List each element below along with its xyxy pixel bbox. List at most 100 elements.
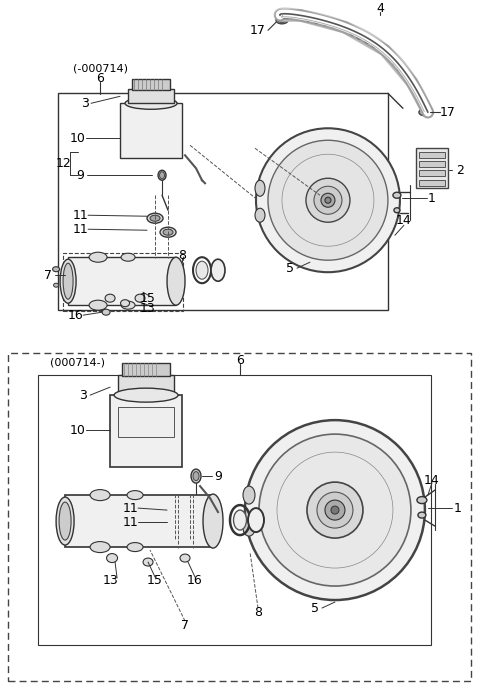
Ellipse shape <box>394 208 400 213</box>
Bar <box>128 89 174 104</box>
Circle shape <box>256 128 400 273</box>
Ellipse shape <box>243 520 255 536</box>
Ellipse shape <box>60 259 76 303</box>
Circle shape <box>314 186 342 214</box>
Bar <box>416 148 448 188</box>
Bar <box>419 170 445 176</box>
Text: 15: 15 <box>147 573 163 586</box>
Ellipse shape <box>121 253 135 262</box>
Ellipse shape <box>193 471 199 481</box>
Bar <box>8 353 471 681</box>
Bar <box>419 161 445 167</box>
Ellipse shape <box>143 558 153 566</box>
Text: 4: 4 <box>376 2 384 15</box>
Ellipse shape <box>419 109 431 116</box>
Ellipse shape <box>120 299 130 306</box>
Bar <box>419 180 445 186</box>
Text: 13: 13 <box>140 302 156 315</box>
Ellipse shape <box>59 502 71 540</box>
Text: 8: 8 <box>178 248 186 262</box>
Text: 15: 15 <box>140 292 156 305</box>
Ellipse shape <box>65 522 72 526</box>
Ellipse shape <box>393 193 401 198</box>
Circle shape <box>245 420 425 600</box>
Circle shape <box>331 506 339 514</box>
Bar <box>65 495 213 547</box>
Text: 5: 5 <box>286 262 294 275</box>
Text: 11: 11 <box>72 209 88 221</box>
Ellipse shape <box>160 227 176 237</box>
Text: 11: 11 <box>72 223 88 236</box>
Bar <box>132 79 170 90</box>
Ellipse shape <box>105 294 115 302</box>
Text: 11: 11 <box>122 515 138 529</box>
Ellipse shape <box>150 215 160 221</box>
Ellipse shape <box>185 521 195 527</box>
Text: 9: 9 <box>214 470 222 482</box>
Ellipse shape <box>158 170 166 180</box>
Text: 5: 5 <box>311 602 319 615</box>
Circle shape <box>325 500 345 520</box>
Circle shape <box>307 482 363 538</box>
Text: 14: 14 <box>396 214 412 227</box>
Text: 17: 17 <box>250 24 266 37</box>
Ellipse shape <box>167 257 185 305</box>
Ellipse shape <box>63 507 72 513</box>
Ellipse shape <box>196 262 208 279</box>
Ellipse shape <box>135 294 145 302</box>
Circle shape <box>317 492 353 528</box>
Bar <box>38 375 431 645</box>
Circle shape <box>268 140 388 260</box>
Ellipse shape <box>125 97 177 109</box>
Text: 12: 12 <box>55 157 71 170</box>
Text: 7: 7 <box>44 268 52 282</box>
Ellipse shape <box>182 519 198 530</box>
Ellipse shape <box>276 17 288 24</box>
Text: 6: 6 <box>236 354 244 366</box>
Ellipse shape <box>191 469 201 483</box>
Ellipse shape <box>180 554 190 562</box>
Ellipse shape <box>102 309 110 315</box>
Ellipse shape <box>89 253 107 262</box>
Circle shape <box>306 178 350 222</box>
Text: 16: 16 <box>187 573 203 586</box>
Ellipse shape <box>56 497 74 545</box>
Ellipse shape <box>159 172 165 179</box>
Circle shape <box>325 197 331 204</box>
Ellipse shape <box>90 542 110 553</box>
Text: 7: 7 <box>181 618 189 631</box>
Bar <box>68 257 176 305</box>
Ellipse shape <box>170 507 180 513</box>
Ellipse shape <box>163 229 173 235</box>
Ellipse shape <box>255 180 265 196</box>
Text: 11: 11 <box>122 502 138 515</box>
Ellipse shape <box>243 486 255 504</box>
Ellipse shape <box>233 510 247 530</box>
Text: 10: 10 <box>70 132 86 145</box>
Text: 14: 14 <box>424 473 440 486</box>
Text: 13: 13 <box>102 573 118 586</box>
Ellipse shape <box>114 388 178 402</box>
Ellipse shape <box>54 283 59 287</box>
Bar <box>419 152 445 158</box>
Circle shape <box>259 434 411 586</box>
Ellipse shape <box>127 542 143 551</box>
Bar <box>120 104 182 158</box>
Ellipse shape <box>417 497 427 504</box>
Bar <box>122 363 170 376</box>
Bar <box>118 407 174 437</box>
Ellipse shape <box>203 494 223 548</box>
Text: 1: 1 <box>454 502 462 515</box>
Ellipse shape <box>89 300 107 310</box>
Ellipse shape <box>90 490 110 500</box>
Ellipse shape <box>147 213 163 224</box>
Bar <box>58 93 388 310</box>
Ellipse shape <box>121 302 135 309</box>
Ellipse shape <box>167 504 183 515</box>
Circle shape <box>321 193 335 207</box>
Bar <box>110 395 182 467</box>
Text: 9: 9 <box>76 169 84 181</box>
Text: 8: 8 <box>254 606 262 618</box>
Text: 6: 6 <box>96 72 104 85</box>
Ellipse shape <box>255 208 265 222</box>
